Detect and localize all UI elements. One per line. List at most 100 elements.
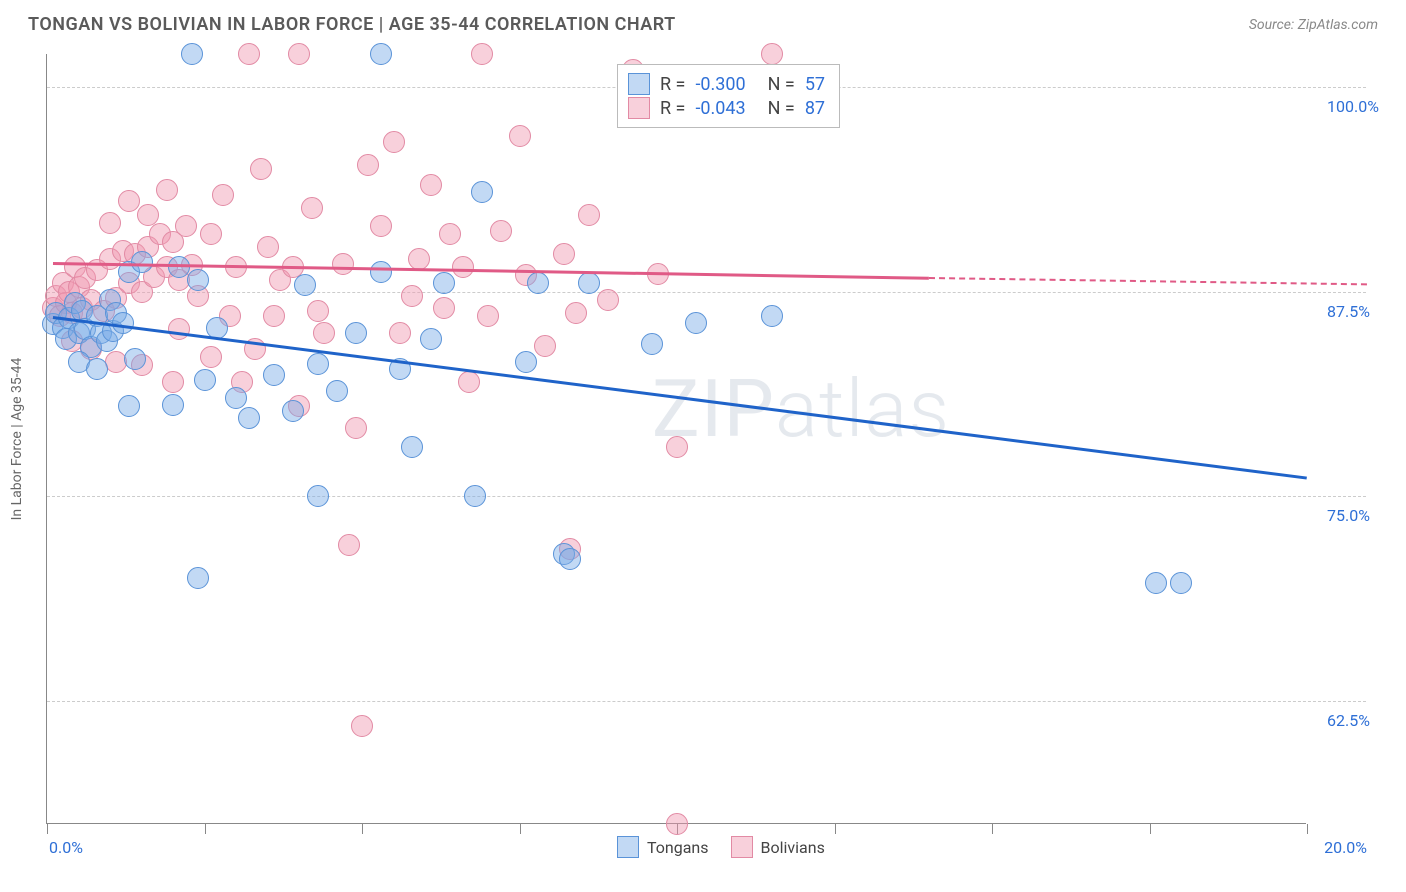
data-point-bolivians xyxy=(301,197,323,219)
series-legend: Tongans Bolivians xyxy=(617,836,825,858)
data-point-bolivians xyxy=(238,43,260,65)
data-point-tongans xyxy=(131,251,153,273)
data-point-bolivians xyxy=(338,534,360,556)
legend-label: Bolivians xyxy=(761,838,825,857)
data-point-bolivians xyxy=(250,158,272,180)
data-point-bolivians xyxy=(471,43,493,65)
data-point-tongans xyxy=(294,274,316,296)
x-tick xyxy=(205,824,206,834)
data-point-tongans xyxy=(282,400,304,422)
data-point-tongans xyxy=(401,436,423,458)
data-point-bolivians xyxy=(257,236,279,258)
data-point-tongans xyxy=(464,485,486,507)
data-point-bolivians xyxy=(408,248,430,270)
y-tick-label: 100.0% xyxy=(1327,97,1379,116)
data-point-tongans xyxy=(578,272,600,294)
data-point-tongans xyxy=(162,394,184,416)
data-point-tongans xyxy=(471,181,493,203)
data-point-tongans xyxy=(515,351,537,373)
data-point-tongans xyxy=(187,269,209,291)
data-point-bolivians xyxy=(666,813,688,835)
chart-plot-area: In Labor Force | Age 35-44 ZIPatlas 62.5… xyxy=(46,54,1306,824)
y-axis-label: In Labor Force | Age 35-44 xyxy=(9,357,25,520)
data-point-bolivians xyxy=(477,305,499,327)
data-point-tongans xyxy=(263,364,285,386)
y-tick-label: 75.0% xyxy=(1327,506,1370,525)
data-point-tongans xyxy=(168,256,190,278)
data-point-bolivians xyxy=(263,305,285,327)
data-point-bolivians xyxy=(666,436,688,458)
source-label: Source: ZipAtlas.com xyxy=(1249,17,1378,33)
data-point-tongans xyxy=(124,348,146,370)
chart-title: TONGAN VS BOLIVIAN IN LABOR FORCE | AGE … xyxy=(28,14,676,35)
gridline xyxy=(47,496,1366,497)
data-point-bolivians xyxy=(313,322,335,344)
data-point-tongans xyxy=(685,312,707,334)
stats-row-bolivians: R = -0.043N = 87 xyxy=(628,97,825,119)
x-tick xyxy=(520,824,521,834)
stats-n-value: 57 xyxy=(805,74,825,95)
data-point-bolivians xyxy=(332,253,354,275)
data-point-bolivians xyxy=(433,297,455,319)
data-point-tongans xyxy=(326,380,348,402)
y-tick-label: 62.5% xyxy=(1327,711,1370,730)
data-point-tongans xyxy=(420,328,442,350)
x-tick xyxy=(1307,824,1308,834)
data-point-bolivians xyxy=(118,190,140,212)
legend-swatch-bolivians xyxy=(731,836,753,858)
data-point-bolivians xyxy=(200,223,222,245)
trend-line-bolivians-extrapolated xyxy=(929,277,1367,285)
x-tick xyxy=(835,824,836,834)
x-tick xyxy=(362,824,363,834)
data-point-bolivians xyxy=(162,371,184,393)
data-point-bolivians xyxy=(345,417,367,439)
data-point-bolivians xyxy=(156,179,178,201)
x-tick xyxy=(1150,824,1151,834)
data-point-bolivians xyxy=(509,125,531,147)
data-point-bolivians xyxy=(490,220,512,242)
data-point-bolivians xyxy=(565,302,587,324)
x-tick-label: 20.0% xyxy=(1324,838,1367,857)
data-point-tongans xyxy=(86,358,108,380)
data-point-bolivians xyxy=(534,335,556,357)
stats-r-label: R = xyxy=(660,74,685,95)
data-point-bolivians xyxy=(439,223,461,245)
data-point-tongans xyxy=(370,261,392,283)
data-point-bolivians xyxy=(212,184,234,206)
legend-swatch-bolivians xyxy=(628,97,650,119)
data-point-tongans xyxy=(433,272,455,294)
gridline xyxy=(47,701,1366,702)
data-point-tongans xyxy=(118,395,140,417)
data-point-bolivians xyxy=(458,371,480,393)
data-point-tongans xyxy=(761,305,783,327)
gridline xyxy=(47,292,1366,293)
data-point-bolivians xyxy=(452,256,474,278)
data-point-tongans xyxy=(307,353,329,375)
x-tick xyxy=(992,824,993,834)
data-point-bolivians xyxy=(351,715,373,737)
data-point-tongans xyxy=(641,333,663,355)
data-point-tongans xyxy=(187,567,209,589)
data-point-tongans xyxy=(238,407,260,429)
stats-r-value: -0.300 xyxy=(695,74,745,95)
data-point-tongans xyxy=(112,312,134,334)
correlation-stats-box: R = -0.300N = 57R = -0.043N = 87 xyxy=(617,64,840,128)
legend-item-tongans: Tongans xyxy=(617,836,709,858)
y-tick-label: 87.5% xyxy=(1327,302,1370,321)
data-point-tongans xyxy=(225,387,247,409)
data-point-tongans xyxy=(527,272,549,294)
stats-r-label: R = xyxy=(660,98,685,119)
data-point-tongans xyxy=(345,322,367,344)
data-point-tongans xyxy=(370,43,392,65)
data-point-tongans xyxy=(1170,572,1192,594)
stats-r-value: -0.043 xyxy=(695,98,745,119)
data-point-bolivians xyxy=(578,204,600,226)
data-point-bolivians xyxy=(420,174,442,196)
legend-item-bolivians: Bolivians xyxy=(731,836,825,858)
data-point-tongans xyxy=(181,43,203,65)
legend-swatch-tongans xyxy=(617,836,639,858)
legend-label: Tongans xyxy=(647,838,709,857)
data-point-tongans xyxy=(307,485,329,507)
legend-swatch-tongans xyxy=(628,73,650,95)
data-point-bolivians xyxy=(401,285,423,307)
